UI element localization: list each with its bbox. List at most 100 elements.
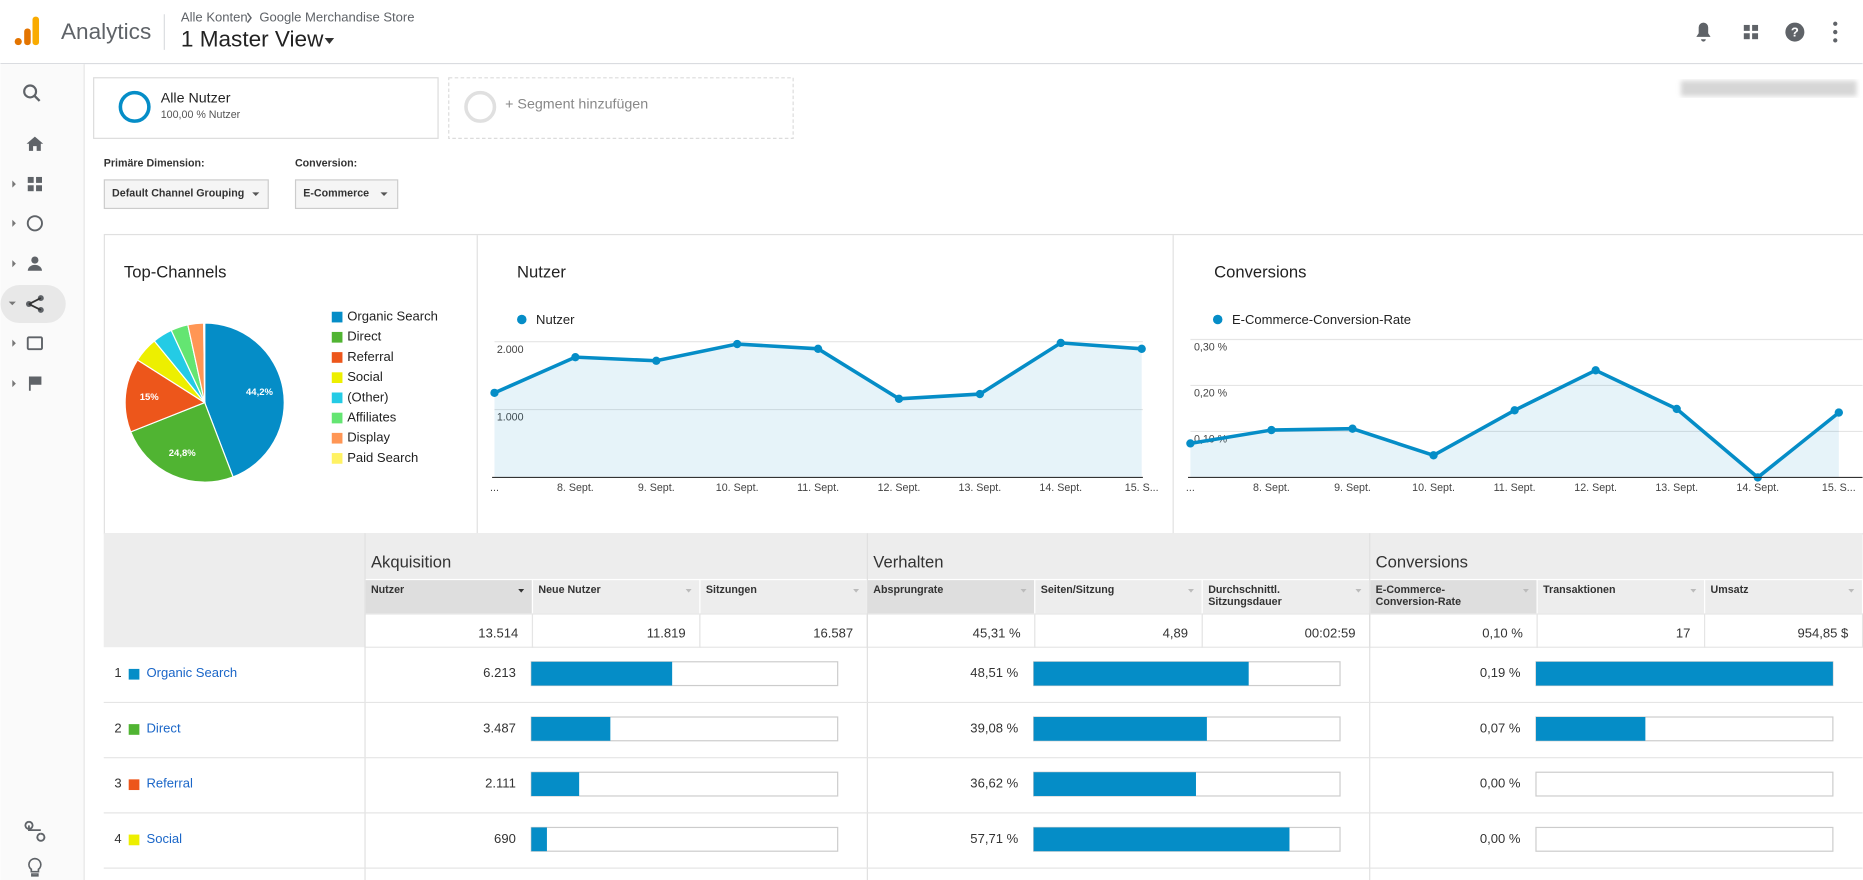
chart-title: Top-Channels <box>124 263 227 282</box>
bar-frame <box>530 826 839 852</box>
point[interactable] <box>1267 425 1276 435</box>
apps-icon[interactable] <box>1743 24 1759 40</box>
add-segment-card[interactable] <box>448 77 794 139</box>
bar <box>531 717 611 741</box>
column-header[interactable] <box>364 578 534 615</box>
column-header[interactable] <box>531 578 701 615</box>
group-title: Verhalten <box>873 552 943 571</box>
help-icon[interactable] <box>1785 22 1805 42</box>
point[interactable] <box>1056 338 1065 348</box>
conversion-dropdown[interactable] <box>294 179 399 210</box>
sort-icon[interactable] <box>1690 589 1697 593</box>
logo <box>14 16 40 46</box>
point[interactable] <box>1348 424 1357 433</box>
x-tick-label: 14. Sept. <box>1039 482 1082 494</box>
channel-link[interactable]: Direct <box>147 720 181 735</box>
sort-icon[interactable] <box>1848 589 1855 593</box>
home-icon[interactable] <box>26 136 44 151</box>
column-header[interactable] <box>699 578 868 615</box>
realtime-icon[interactable] <box>26 215 43 232</box>
top-bar <box>0 0 1863 63</box>
conversions-icon[interactable] <box>28 376 42 391</box>
segment-card[interactable] <box>93 77 439 139</box>
y-tick-label: 0,30 % <box>1194 342 1228 354</box>
point[interactable] <box>813 344 823 353</box>
x-tick-label: 11. Sept. <box>1494 482 1536 494</box>
view-dropdown[interactable] <box>324 38 335 44</box>
sort-icon[interactable] <box>1355 589 1362 593</box>
dimension-dropdown[interactable] <box>103 179 269 210</box>
area <box>494 342 1142 478</box>
legend-label: Display <box>347 430 390 445</box>
sort-icon[interactable] <box>685 589 692 593</box>
table: Akquisition Nutzer 13.514 Neue Nutzer 11.819… <box>103 533 1863 880</box>
legend-dot <box>1212 314 1223 325</box>
legend-swatch <box>331 311 343 323</box>
sort-icon[interactable] <box>853 589 860 593</box>
sort-icon[interactable] <box>1188 589 1194 593</box>
column-header[interactable] <box>1034 578 1203 615</box>
more-icon[interactable] <box>1833 21 1838 43</box>
view-name[interactable]: 1 Master View <box>181 26 324 51</box>
x-tick-label: ... <box>490 482 499 494</box>
bar <box>1535 661 1833 686</box>
sort-icon[interactable] <box>518 589 525 593</box>
channel-link[interactable]: Referral <box>147 776 194 791</box>
point[interactable] <box>1672 404 1681 414</box>
acquisition-icon[interactable] <box>25 295 44 313</box>
channel-link[interactable]: Social <box>147 831 183 846</box>
attribution-icon[interactable] <box>24 820 46 842</box>
total-value: 13.514 <box>478 626 518 641</box>
customization-icon[interactable] <box>27 176 42 192</box>
bar <box>531 772 580 796</box>
total-value: 0,10 % <box>1482 626 1523 641</box>
behavior-icon[interactable] <box>26 336 43 351</box>
column-header[interactable] <box>866 578 1036 615</box>
point[interactable] <box>1591 366 1600 375</box>
column-header-label: Absprungrate <box>873 584 943 596</box>
point[interactable] <box>652 356 661 365</box>
add-segment-label[interactable]: + Segment hinzufügen <box>505 96 648 112</box>
x-tick-label: 11. Sept. <box>797 482 839 494</box>
column-header[interactable] <box>1536 578 1706 615</box>
x-tick-label: 15. S... <box>1822 482 1856 494</box>
point[interactable] <box>733 339 742 349</box>
add-segment-ring <box>464 90 497 123</box>
cell-value: 0,19 % <box>1480 665 1521 680</box>
total-value: 11.819 <box>647 626 686 641</box>
channel-link[interactable]: Organic Search <box>147 665 238 680</box>
total-value: 17 <box>1676 626 1691 641</box>
control-value[interactable]: E-Commerce <box>303 187 369 199</box>
point[interactable] <box>1834 408 1843 417</box>
point[interactable] <box>1429 451 1438 460</box>
discover-icon[interactable] <box>28 857 42 877</box>
legend-label: Nutzer <box>536 312 575 327</box>
legend-label: Direct <box>347 329 381 344</box>
legend-swatch <box>331 352 343 363</box>
row-rank: 2 <box>114 720 121 735</box>
legend-label: E-Commerce-Conversion-Rate <box>1232 312 1411 327</box>
control-value[interactable]: Default Channel Grouping <box>112 187 244 199</box>
cell-value: 0,00 % <box>1480 776 1521 791</box>
point[interactable] <box>1510 406 1519 415</box>
channel-swatch <box>128 834 140 846</box>
point[interactable] <box>571 353 580 362</box>
point[interactable] <box>975 389 985 399</box>
segment-detail: 100,00 % Nutzer <box>161 109 241 121</box>
point[interactable] <box>1137 344 1146 353</box>
date-range-blurred[interactable] <box>1680 80 1857 97</box>
sort-icon[interactable] <box>1522 589 1529 593</box>
point[interactable] <box>490 388 499 398</box>
x-tick-label: 13. Sept. <box>1655 482 1698 494</box>
sort-icon[interactable] <box>1020 589 1027 593</box>
point[interactable] <box>894 394 904 403</box>
breadcrumb[interactable]: Alle Konten <box>181 9 248 24</box>
breadcrumb[interactable]: Google Merchandise Store <box>259 9 414 24</box>
column-header[interactable] <box>1201 578 1371 615</box>
channel-swatch <box>128 779 140 791</box>
legend-label: Social <box>347 369 383 384</box>
search-icon[interactable] <box>23 84 41 102</box>
nav-active <box>0 285 66 324</box>
point[interactable] <box>1186 439 1195 448</box>
audience-icon[interactable] <box>27 256 42 271</box>
